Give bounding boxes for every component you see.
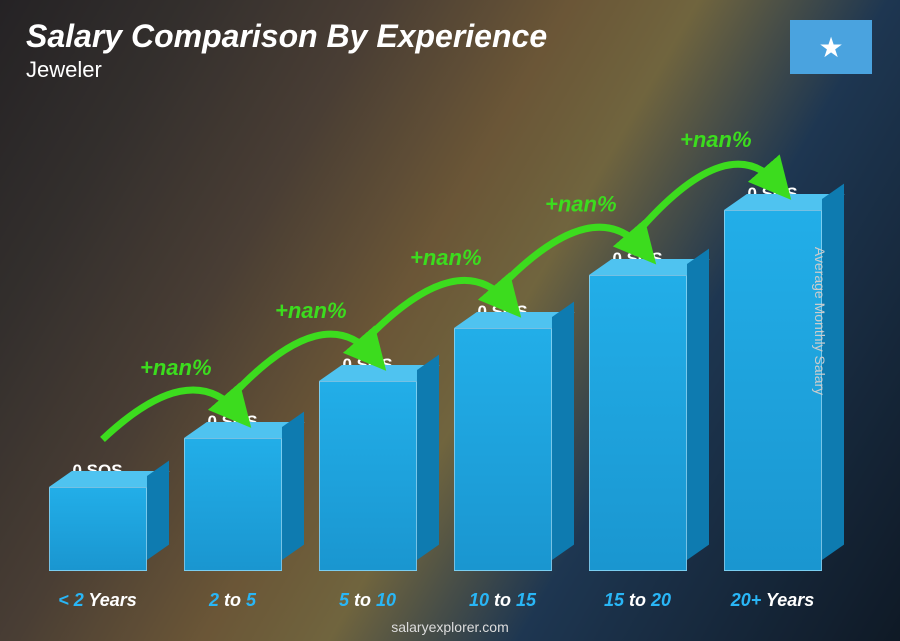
bar [49,487,147,571]
chart-title: Salary Comparison By Experience [26,18,547,55]
x-axis-label: 5 to 10 [300,590,435,611]
bar-group: 0 SOS [300,100,435,571]
bar-group: 0 SOS [570,100,705,571]
flag-star-icon: ★ [818,31,843,64]
chart-subtitle: Jeweler [26,57,547,83]
bar [724,210,822,571]
bar-group: 0 SOS [165,100,300,571]
x-axis-label: < 2 Years [30,590,165,611]
bar [184,438,282,571]
bar-group: 0 SOS [30,100,165,571]
x-axis-labels: < 2 Years2 to 55 to 1010 to 1515 to 2020… [30,590,840,611]
bar [589,275,687,571]
footer-attribution: salaryexplorer.com [0,619,900,635]
bar [319,381,417,571]
x-axis-label: 20+ Years [705,590,840,611]
country-flag-somalia: ★ [790,20,872,74]
x-axis-label: 15 to 20 [570,590,705,611]
bar [454,328,552,571]
x-axis-label: 2 to 5 [165,590,300,611]
bar-chart-area: 0 SOS0 SOS0 SOS0 SOS0 SOS0 SOS [30,100,840,571]
y-axis-label: Average Monthly Salary [812,246,828,394]
x-axis-label: 10 to 15 [435,590,570,611]
chart-header: Salary Comparison By Experience Jeweler [26,18,547,83]
bar-group: 0 SOS [435,100,570,571]
